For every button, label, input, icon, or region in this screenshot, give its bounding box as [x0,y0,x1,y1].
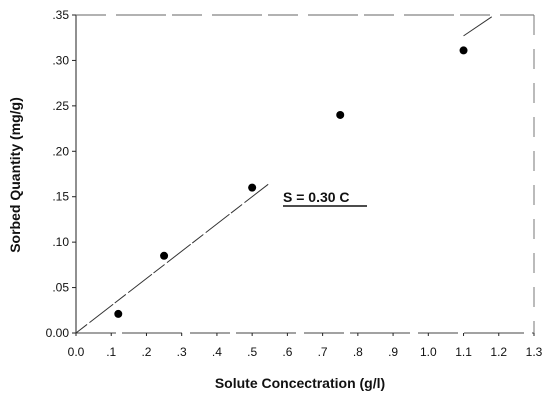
x-tick-label: .1 [106,345,116,359]
x-tick-label: 1.0 [420,345,437,359]
x-tick-label: 1.3 [526,345,543,359]
y-tick-label: .10 [52,235,69,249]
fit-line [75,182,271,334]
y-tick-label: .25 [52,99,69,113]
data-point [114,309,123,318]
x-tick-label: .3 [177,345,187,359]
plot-frame [75,14,535,334]
y-tick-label: .05 [52,281,69,295]
y-axis-title: Sorbed Quantity (mg/g) [7,97,23,253]
y-tick-label: .30 [52,53,69,67]
x-tick-label: .2 [141,345,151,359]
x-tick-label: 1.2 [490,345,507,359]
y-tick-label: .15 [52,190,69,204]
data-point [459,46,468,55]
x-tick-label: .6 [282,345,292,359]
y-tick-label: 0.00 [46,326,70,340]
x-tick-label: 0.0 [68,345,85,359]
y-tick-label: .35 [52,8,69,22]
data-point [160,251,169,260]
x-tick-label: .5 [247,345,257,359]
y-axis-ticks: 0.00 .05 .10 .15 .20 .25 .30 .35 [46,8,76,340]
y-tick-label: .20 [52,144,69,158]
x-tick-label: .9 [388,345,398,359]
upper-trend-line [463,16,493,37]
x-tick-label: .8 [353,345,363,359]
data-point [248,183,257,192]
data-points [114,46,468,318]
x-tick-label: .7 [318,345,328,359]
fit-equation-label: S = 0.30 C [283,189,350,205]
x-axis-ticks: 0.0 .1 .2 .3 .4 .5 .6 .7 .8 .9 1.0 1.1 1.2 1.3 [68,333,543,359]
data-point [336,110,345,119]
x-tick-label: 1.1 [455,345,472,359]
fit-lines [75,16,493,334]
x-axis-title: Solute Concectration (g/l) [215,375,385,391]
x-tick-label: .4 [212,345,222,359]
